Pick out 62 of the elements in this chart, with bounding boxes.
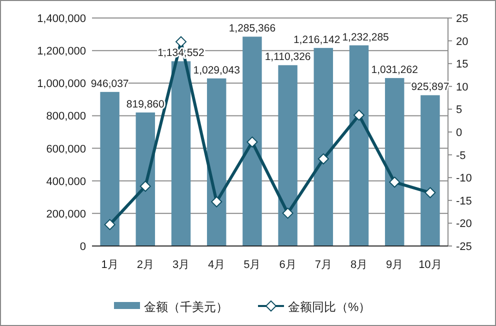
y2-tick-label: 5 (456, 104, 462, 116)
x-tick-label: 1月 (101, 259, 118, 271)
point (104, 219, 116, 230)
data-label: 1,031,262 (371, 64, 418, 76)
y2-tick-label: 20 (456, 36, 468, 48)
x-tick-label: 4月 (208, 259, 226, 271)
y-tick-label: 1,400,000 (37, 13, 86, 25)
y2-tick-label: 10 (456, 81, 468, 94)
y2-tick-label: 15 (456, 58, 468, 71)
legend-item: 金额（千美元） (114, 300, 228, 314)
bar (206, 78, 226, 246)
y2-tick-label: -5 (456, 150, 466, 162)
x-tick-label: 9月 (386, 259, 404, 271)
point (140, 180, 151, 192)
bar (314, 48, 334, 246)
point (282, 208, 294, 219)
point (389, 176, 400, 188)
bar (278, 65, 298, 246)
data-label: 1,216,142 (293, 34, 340, 46)
data-label: 1,232,285 (342, 31, 390, 44)
y2-tick-label: -25 (456, 241, 472, 253)
x-tick-label: 6月 (279, 259, 296, 271)
x-tick-label: 3月 (172, 259, 190, 271)
y-tick-label: 1,200,000 (37, 46, 86, 58)
point (176, 36, 186, 48)
data-label: 1,110,326 (264, 51, 311, 64)
bar (100, 92, 120, 246)
y-tick-label: 1,000,000 (37, 78, 86, 90)
y-tick-label: 600,000 (46, 143, 86, 156)
x-tick-label: 7月 (314, 259, 332, 271)
legend-label: 金额同比（%） (288, 300, 371, 314)
data-label: 925,897 (411, 81, 450, 94)
data-label: 1,285,366 (228, 22, 276, 35)
x-tick-label: 8月 (350, 259, 368, 271)
bar (171, 61, 191, 246)
legend-label: 金额（千美元） (144, 300, 228, 314)
y2-tick-label: -20 (456, 218, 472, 230)
y2-tick-label: -10 (456, 172, 472, 185)
point (318, 153, 329, 164)
data-label: 819,860 (126, 98, 165, 110)
y-tick-label: 800,000 (46, 110, 86, 123)
bar (136, 112, 156, 246)
bar (349, 45, 369, 246)
y-tick-label: 0 (80, 241, 86, 253)
y2-tick-label: 0 (456, 127, 462, 139)
y-tick-label: 200,000 (46, 208, 86, 220)
legend-item: 金额同比（%） (258, 300, 371, 314)
bar (384, 78, 404, 246)
y2-tick-label: -15 (456, 195, 472, 208)
point (354, 110, 364, 121)
bar (242, 36, 262, 246)
y2-tick-label: 25 (456, 13, 468, 25)
y-tick-label: 400,000 (46, 176, 86, 188)
x-tick-label: 2月 (136, 259, 154, 271)
point (211, 196, 222, 208)
point (246, 136, 258, 148)
point (424, 187, 436, 198)
x-tick-label: 5月 (244, 259, 261, 271)
bar (420, 95, 440, 246)
data-label: 946,037 (90, 78, 129, 90)
x-tick-label: 10月 (418, 259, 442, 271)
data-label: 1,029,043 (193, 64, 240, 76)
